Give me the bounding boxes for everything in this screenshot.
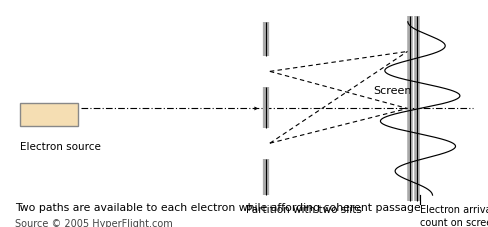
Text: Two paths are available to each electron while affording coherent passage: Two paths are available to each electron… <box>15 202 420 212</box>
Text: Electron arrival
count on screen: Electron arrival count on screen <box>420 204 488 227</box>
Text: Partition with two slits: Partition with two slits <box>246 204 362 214</box>
Text: Electron source: Electron source <box>20 142 101 152</box>
Text: Screen: Screen <box>373 85 412 95</box>
Text: Source © 2005 HyperFlight.com: Source © 2005 HyperFlight.com <box>15 218 172 227</box>
FancyBboxPatch shape <box>20 103 78 126</box>
